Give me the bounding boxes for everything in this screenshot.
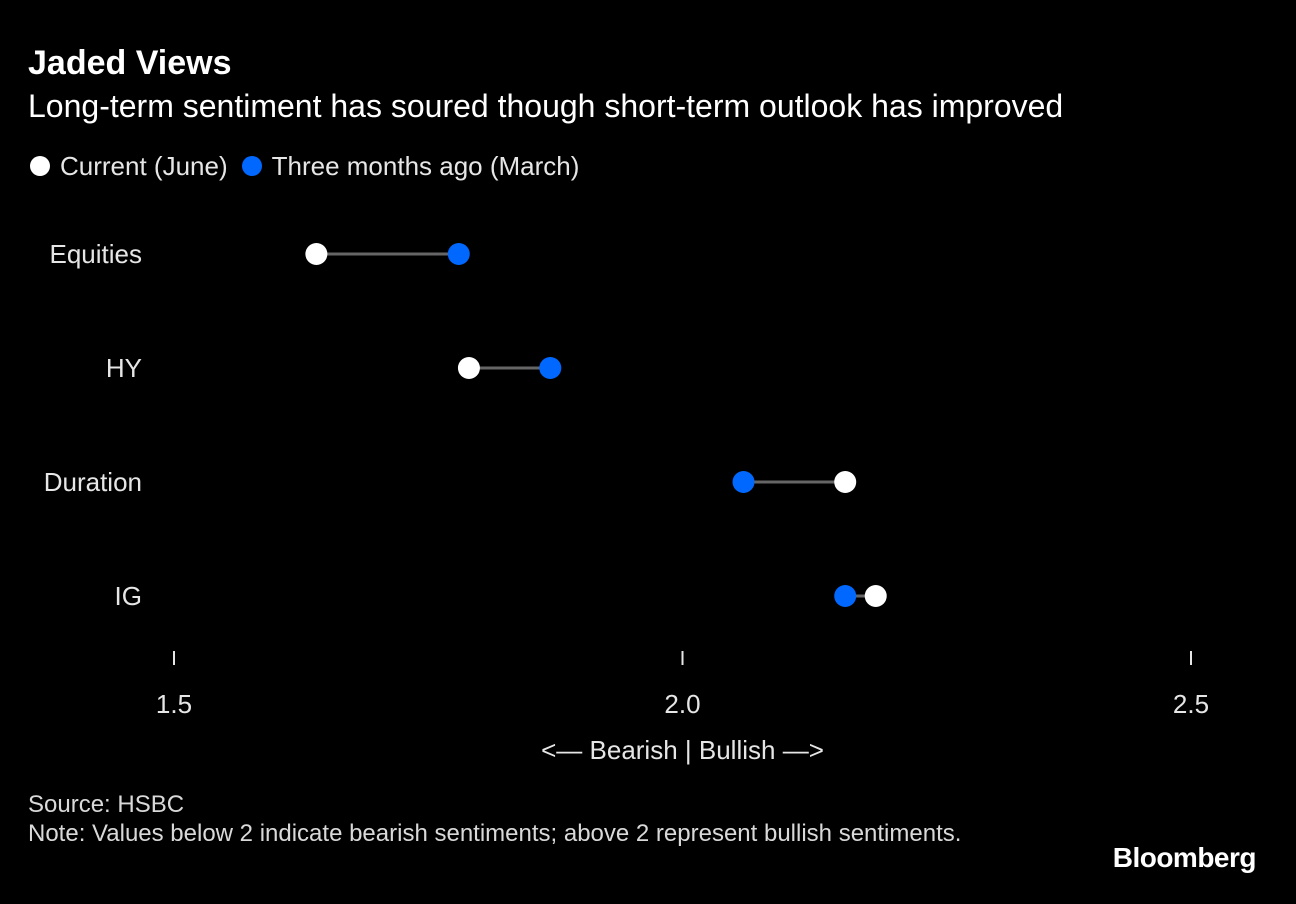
category-label-duration: Duration — [44, 467, 142, 497]
marker-current-equities — [305, 243, 328, 265]
legend-label-current: Current (June) — [60, 150, 228, 181]
dumbbell-chart: Equities HY Duration IG 1.5 2.0 2.5 <— Bearish … — [44, 239, 1209, 765]
legend: Current (June) Three months ago (March) — [30, 149, 593, 183]
x-axis-label: <— Bearish | Bullish —> — [541, 735, 824, 765]
marker-previous-equities — [447, 243, 470, 265]
legend-marker-previous — [241, 156, 262, 176]
marker-current-hy — [457, 357, 480, 379]
x-tick-label-1: 2.0 — [664, 689, 700, 719]
category-label-hy: HY — [106, 353, 142, 383]
x-tick-label-0: 1.5 — [156, 689, 192, 719]
legend-item-current: Current (June) — [30, 151, 228, 182]
marker-current-ig — [864, 585, 887, 607]
legend-item-previous: Three months ago (March) — [241, 150, 580, 182]
category-label-ig: IG — [115, 581, 142, 611]
marker-previous-hy — [539, 357, 562, 379]
category-label-equities: Equities — [50, 239, 143, 269]
legend-marker-current — [30, 156, 50, 176]
source-note: Source: HSBC — [28, 791, 185, 818]
chart-title: Jaded Views — [28, 44, 232, 82]
marker-previous-duration — [732, 471, 755, 493]
chart-subtitle: Long-term sentiment has soured though sh… — [28, 88, 1064, 124]
legend-label-previous: Three months ago (March) — [271, 150, 580, 181]
bloomberg-logo: Bloomberg — [1112, 842, 1257, 873]
marker-current-duration — [834, 471, 857, 493]
footnote: Note: Values below 2 indicate bearish se… — [28, 820, 962, 847]
marker-previous-ig — [834, 585, 857, 607]
x-tick-label-2: 2.5 — [1173, 689, 1209, 719]
